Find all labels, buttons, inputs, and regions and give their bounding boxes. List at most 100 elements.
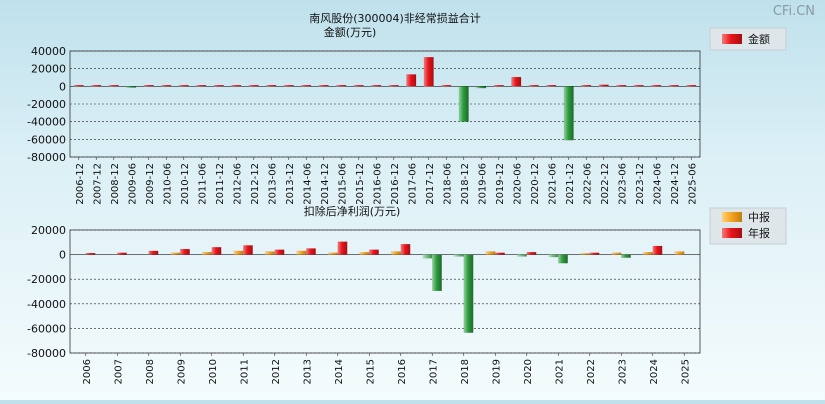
chart1-subtitle: 金额(万元) <box>324 25 377 39</box>
chart2-bar-annual <box>400 243 411 255</box>
watermark: CFi.CN <box>773 4 815 19</box>
chart1-title: 南风股份(300004)非经常损益合计 <box>309 11 481 25</box>
chart1-legend: 金额 <box>709 27 787 51</box>
chart1-bar-amount <box>546 84 557 87</box>
chart1-xtick-label: 2016-06 <box>372 163 383 205</box>
chart2-bar-mid <box>170 252 181 255</box>
chart1-bar-amount <box>196 84 207 87</box>
chart2-bar-mid <box>611 252 622 255</box>
chart1-bar-amount <box>161 84 172 87</box>
chart2-bar-mid <box>422 254 433 259</box>
chart2-xtick-label: 2008 <box>145 359 156 384</box>
chart1-xtick-label: 2021-06 <box>547 163 558 205</box>
chart2-xtick-label: 2020 <box>523 359 534 384</box>
chart1-xtick-label: 2008-12 <box>110 163 121 205</box>
chart1-bar-amount <box>458 86 469 122</box>
chart2-bar-mid <box>233 250 244 255</box>
chart1-bar-amount <box>616 84 627 87</box>
chart2-bar-annual <box>495 252 505 255</box>
chart1-xtick-label: 2023-12 <box>635 163 646 205</box>
chart2-xtick-label: 2021 <box>554 359 565 384</box>
chart1-ytick-label: 20000 <box>31 63 66 76</box>
chart1-bar-amount <box>563 86 574 141</box>
chart1-xtick-label: 2022-12 <box>600 163 611 205</box>
chart1-xtick-label: 2009-12 <box>145 163 156 205</box>
chart1-xtick-label: 2014-06 <box>302 163 313 205</box>
chart1-bar-amount <box>686 84 697 87</box>
chart1-xtick-label: 2023-06 <box>617 163 628 205</box>
chart2-ytick-label: -80000 <box>27 347 66 360</box>
chart2-bar-annual <box>337 241 348 255</box>
chart1-bar-amount <box>248 84 259 87</box>
chart2-bar-annual <box>306 248 316 255</box>
chart2-xtick-label: 2009 <box>176 359 187 384</box>
chart1-xtick-label: 2013-06 <box>267 163 278 205</box>
chart1-xtick-label: 2024-06 <box>652 163 663 205</box>
chart1-xtick-label: 2017-12 <box>425 163 436 205</box>
chart1-xtick-label: 2020-12 <box>530 163 541 205</box>
chart1-bar-amount <box>493 84 504 87</box>
chart2-bar-mid <box>454 254 464 257</box>
chart1-plot-frame <box>69 50 701 158</box>
chart1-xtick-label: 2010-12 <box>180 163 191 205</box>
chart2-xtick-label: 2023 <box>617 359 628 384</box>
chart1-ytick-label: 0 <box>59 80 66 93</box>
chart2-xtick-label: 2016 <box>397 359 408 384</box>
chart2-bar-mid <box>202 251 212 255</box>
chart1-xtick-label: 2014-12 <box>320 163 331 205</box>
chart2-xtick-label: 2011 <box>239 359 250 384</box>
chart1-bar-amount <box>336 84 347 87</box>
chart2-xtick-label: 2013 <box>302 359 313 384</box>
chart1-bar-amount <box>353 84 364 87</box>
chart2-xtick-label: 2024 <box>649 359 660 384</box>
chart1-xtick-label: 2010-06 <box>162 163 173 205</box>
chart1-xtick-label: 2011-12 <box>215 163 226 205</box>
chart2-xtick-label: 2014 <box>334 359 345 384</box>
chart2-bar-mid <box>391 251 401 255</box>
chart1-bar-amount <box>283 84 294 87</box>
chart1-bar-amount <box>423 57 434 87</box>
chart1-xtick-label: 2015-12 <box>355 163 366 205</box>
chart2-bar-annual <box>526 251 537 255</box>
chart1-bar-amount <box>598 84 609 87</box>
chart1-bar-amount <box>511 76 522 87</box>
chart1-xtick-label: 2013-12 <box>285 163 296 205</box>
chart1-bar-amount <box>301 84 312 87</box>
chart2-xtick-label: 2015 <box>365 359 376 384</box>
chart2-legend: 中报 年报 <box>709 207 787 245</box>
chart2-legend-swatch-mid <box>722 212 742 222</box>
chart2-bar-annual <box>117 252 127 255</box>
chart2-bar-annual <box>589 252 600 255</box>
chart1-bar-amount <box>406 74 417 87</box>
chart1-bar-amount <box>651 84 662 87</box>
chart1-xtick-label: 2012-12 <box>250 163 261 205</box>
chart2-ytick-label: -20000 <box>27 273 66 286</box>
chart1-xtick-label: 2012-06 <box>232 163 243 205</box>
chart2-legend-label-mid: 中报 <box>748 210 770 224</box>
chart2-title: 扣除后净利润(万元) <box>304 204 401 218</box>
chart1-legend-label: 金额 <box>748 32 770 46</box>
chart2-bar-mid <box>296 250 307 255</box>
chart1-xtick-label: 2015-06 <box>337 163 348 205</box>
chart2-plot-frame <box>69 229 701 354</box>
chart2-ytick-label: -40000 <box>27 298 66 311</box>
chart1-xtick-label: 2018-06 <box>442 163 453 205</box>
chart2-bar-mid <box>328 252 338 255</box>
chart1-ytick-label: -80000 <box>27 151 66 164</box>
chart2-ytick-label: 20000 <box>31 224 66 237</box>
chart1-xtick-label: 2018-12 <box>460 163 471 205</box>
chart1-xtick-label: 2022-06 <box>582 163 593 205</box>
chart2-bar-annual <box>274 249 285 255</box>
chart2-bar-annual <box>621 254 631 258</box>
chart2-bar-mid <box>359 251 370 255</box>
chart1-ytick-label: -40000 <box>27 116 66 129</box>
chart2-bar-mid <box>580 253 590 255</box>
chart1-xtick-label: 2016-12 <box>390 163 401 205</box>
chart2-ytick-label: 0 <box>59 249 66 262</box>
chart1-bar-amount <box>126 86 137 88</box>
chart1-bar-amount <box>91 84 102 87</box>
chart2-bar-annual <box>432 254 442 292</box>
chart1-bar-amount <box>633 84 644 87</box>
chart1-legend-box <box>709 27 787 51</box>
